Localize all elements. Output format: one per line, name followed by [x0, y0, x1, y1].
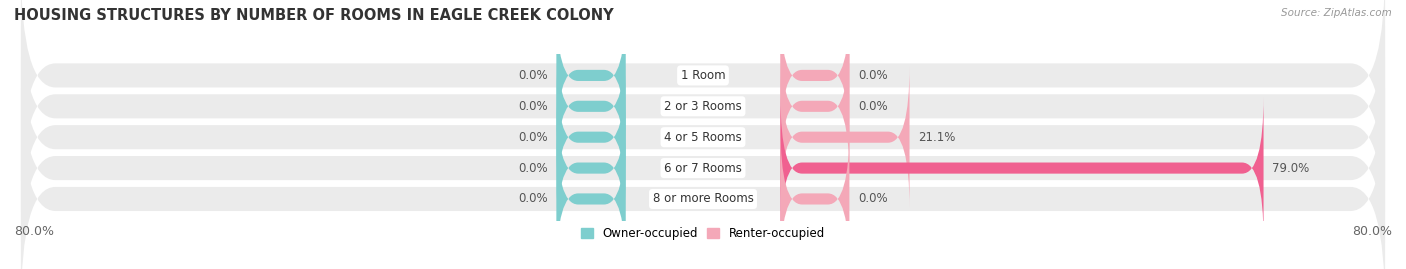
FancyBboxPatch shape: [21, 56, 1385, 269]
FancyBboxPatch shape: [21, 0, 1385, 218]
Text: 0.0%: 0.0%: [519, 100, 548, 113]
Text: 0.0%: 0.0%: [858, 192, 887, 206]
FancyBboxPatch shape: [557, 96, 626, 240]
Text: HOUSING STRUCTURES BY NUMBER OF ROOMS IN EAGLE CREEK COLONY: HOUSING STRUCTURES BY NUMBER OF ROOMS IN…: [14, 8, 613, 23]
Text: 4 or 5 Rooms: 4 or 5 Rooms: [664, 131, 742, 144]
FancyBboxPatch shape: [780, 96, 1264, 240]
FancyBboxPatch shape: [21, 87, 1385, 269]
Legend: Owner-occupied, Renter-occupied: Owner-occupied, Renter-occupied: [576, 222, 830, 245]
FancyBboxPatch shape: [21, 26, 1385, 249]
FancyBboxPatch shape: [780, 35, 849, 178]
Text: 0.0%: 0.0%: [519, 69, 548, 82]
Text: Source: ZipAtlas.com: Source: ZipAtlas.com: [1281, 8, 1392, 18]
FancyBboxPatch shape: [557, 35, 626, 178]
FancyBboxPatch shape: [780, 127, 849, 269]
FancyBboxPatch shape: [557, 127, 626, 269]
FancyBboxPatch shape: [557, 4, 626, 147]
Text: 0.0%: 0.0%: [519, 131, 548, 144]
Text: 2 or 3 Rooms: 2 or 3 Rooms: [664, 100, 742, 113]
Text: 0.0%: 0.0%: [858, 69, 887, 82]
Text: 0.0%: 0.0%: [858, 100, 887, 113]
Text: 1 Room: 1 Room: [681, 69, 725, 82]
Text: 6 or 7 Rooms: 6 or 7 Rooms: [664, 162, 742, 175]
FancyBboxPatch shape: [780, 66, 910, 209]
Text: 0.0%: 0.0%: [519, 192, 548, 206]
FancyBboxPatch shape: [780, 4, 849, 147]
Text: 21.1%: 21.1%: [918, 131, 956, 144]
Text: 79.0%: 79.0%: [1272, 162, 1309, 175]
FancyBboxPatch shape: [557, 66, 626, 209]
Text: 8 or more Rooms: 8 or more Rooms: [652, 192, 754, 206]
Text: 80.0%: 80.0%: [1353, 225, 1392, 238]
Text: 80.0%: 80.0%: [14, 225, 53, 238]
FancyBboxPatch shape: [21, 0, 1385, 187]
Text: 0.0%: 0.0%: [519, 162, 548, 175]
